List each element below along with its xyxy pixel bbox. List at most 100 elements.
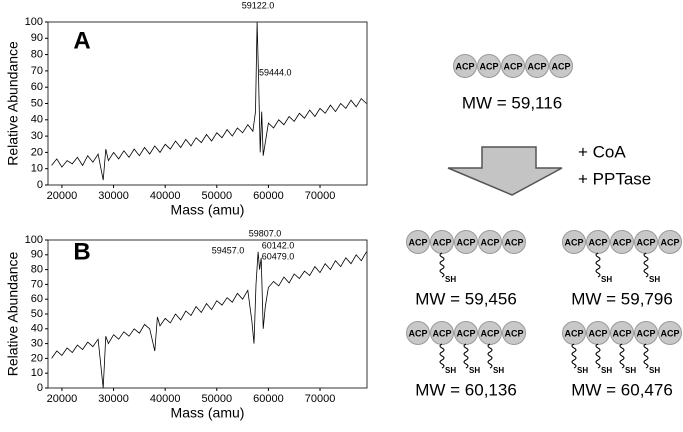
acp-unit: ACP — [549, 54, 573, 78]
acp-label: ACP — [588, 328, 607, 338]
acp-label: ACP — [504, 328, 523, 338]
acp-label: ACP — [660, 328, 679, 338]
spectrum-line — [51, 251, 367, 389]
mw-label: MW = 60,136 — [415, 380, 517, 399]
acp-unit: ACP — [658, 230, 682, 254]
peak-label: 60142.0 — [262, 240, 295, 250]
acp-unit: ACP — [658, 321, 682, 345]
thiol-linker — [571, 343, 577, 369]
thiol-label: SH — [625, 366, 636, 375]
acp-unit: ACP — [501, 54, 525, 78]
mw-label: MW = 59,456 — [415, 289, 517, 308]
x-axis-title: Mass (amu) — [171, 202, 245, 218]
acp-circle — [454, 230, 478, 254]
y-tick-label: 60 — [31, 293, 43, 305]
thiol-linker — [439, 343, 445, 369]
acp-circle — [477, 54, 501, 78]
acp-label: ACP — [564, 237, 583, 247]
thiol-label: SH — [469, 366, 480, 375]
acp-label: ACP — [480, 237, 499, 247]
y-tick-label: 40 — [31, 114, 43, 126]
acp-unit: ACP — [610, 321, 634, 345]
y-tick-label: 0 — [37, 382, 43, 394]
y-tick-label: 30 — [31, 130, 43, 142]
thiol-linker — [595, 252, 601, 278]
acp-unit: ACP — [562, 321, 586, 345]
y-tick-label: 10 — [31, 163, 43, 175]
peak-label: 59807.0 — [249, 228, 282, 238]
x-tick-label: 30000 — [98, 393, 129, 405]
x-tick-label: 70000 — [305, 190, 336, 202]
plot-frame — [47, 21, 368, 186]
acp-label: ACP — [588, 237, 607, 247]
x-tick-label: 50000 — [201, 190, 232, 202]
thiol-label: SH — [649, 366, 660, 375]
thiol-linker — [463, 343, 469, 369]
acp-unit: ACP — [525, 54, 549, 78]
acp-label: ACP — [503, 61, 522, 71]
acp-circle — [406, 321, 430, 345]
x-axis-title: Mass (amu) — [171, 405, 245, 421]
acp-circle — [478, 230, 502, 254]
thiol-linker — [439, 252, 445, 278]
thiol-label: SH — [601, 366, 612, 375]
mw-label: MW = 59,796 — [571, 289, 673, 308]
thiol-label: SH — [445, 275, 456, 284]
acp-circle — [525, 54, 549, 78]
acp-circle — [549, 54, 573, 78]
acp-circle — [406, 230, 430, 254]
arrow — [447, 146, 563, 196]
acp-unit: ACP — [478, 230, 502, 254]
acp-unit: ACP — [634, 230, 658, 254]
y-tick-label: 90 — [31, 249, 43, 261]
acp-label: ACP — [455, 61, 474, 71]
thiol-linker — [643, 252, 649, 278]
acp-unit: ACP — [502, 230, 526, 254]
acp-label: ACP — [432, 328, 451, 338]
acp-unit: ACP — [586, 321, 610, 345]
thiol-label: SH — [601, 275, 612, 284]
acp-circle — [502, 321, 526, 345]
acp-label: ACP — [636, 237, 655, 247]
mw-label: MW = 60,476 — [571, 380, 673, 399]
y-tick-label: 90 — [31, 32, 43, 44]
acp-circle — [658, 230, 682, 254]
x-tick-label: 20000 — [47, 393, 78, 405]
reagent: + PPTase — [578, 169, 651, 188]
acp-label: ACP — [408, 237, 427, 247]
acp-circle — [501, 54, 525, 78]
acp-label: ACP — [432, 237, 451, 247]
y-tick-label: 20 — [31, 352, 43, 364]
acp-unit: ACP — [453, 54, 477, 78]
thiol-label: SH — [493, 366, 504, 375]
acp-unit: ACP — [454, 321, 478, 345]
y-tick-label: 80 — [31, 49, 43, 61]
panel-label: A — [73, 27, 90, 54]
panel-label: B — [73, 238, 90, 265]
thiol-label: SH — [649, 275, 660, 284]
thiol-linker — [487, 343, 493, 369]
x-tick-label: 20000 — [47, 190, 78, 202]
acp-label: ACP — [527, 61, 546, 71]
acp-unit: ACP — [586, 230, 610, 254]
acp-unit: ACP — [430, 321, 454, 345]
acp-unit: ACP — [430, 230, 454, 254]
peak-label: 59122.0 — [242, 0, 275, 10]
y-tick-label: 50 — [31, 308, 43, 320]
acp-label: ACP — [551, 61, 570, 71]
acp-circle — [453, 54, 477, 78]
acp-label: ACP — [564, 328, 583, 338]
thiol-linker — [619, 343, 625, 369]
plot-frame — [47, 239, 368, 389]
spectrum-line — [51, 21, 367, 181]
acp-label: ACP — [456, 328, 475, 338]
y-tick-label: 70 — [31, 65, 43, 77]
y-tick-label: 30 — [31, 338, 43, 350]
acp-unit: ACP — [562, 230, 586, 254]
y-tick-label: 80 — [31, 264, 43, 276]
x-tick-label: 30000 — [98, 190, 129, 202]
thiol-label: SH — [445, 366, 456, 375]
acp-label: ACP — [408, 328, 427, 338]
y-tick-label: 50 — [31, 97, 43, 109]
